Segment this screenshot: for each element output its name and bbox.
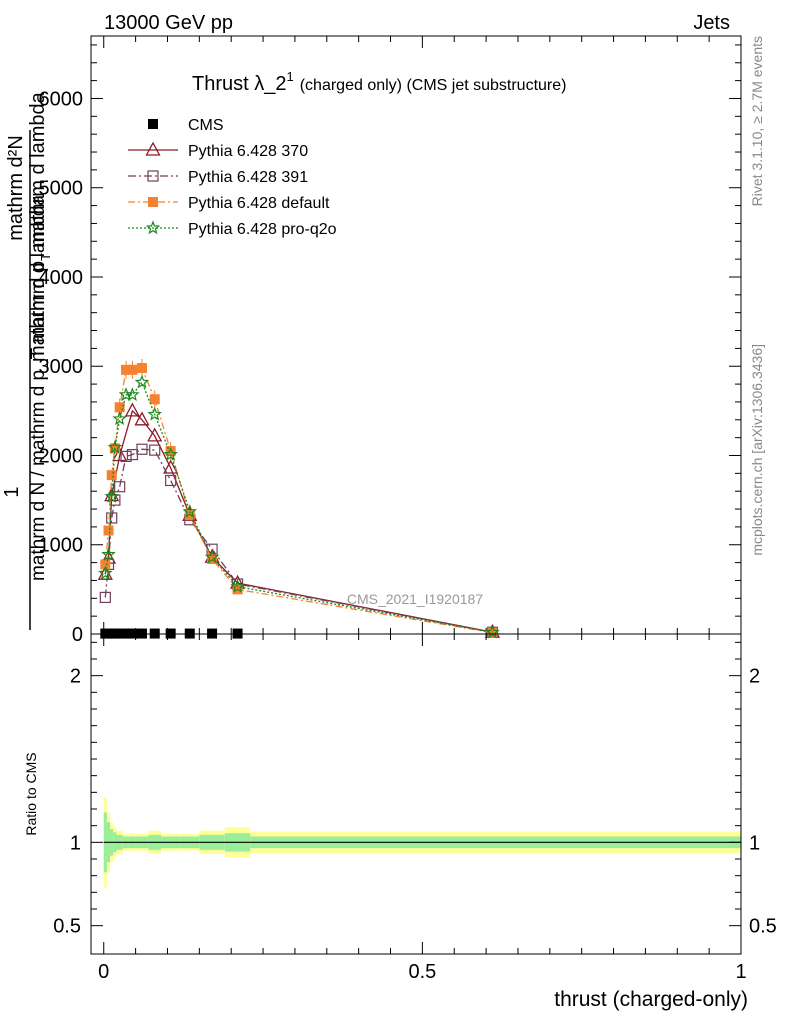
data-point	[487, 627, 498, 638]
main-axis-ticks: 0 1000 2000 3000 4000 5000 6000	[39, 36, 742, 646]
legend-label: Pythia 6.428 default	[188, 195, 330, 212]
source-label: mcplots.cern.ch [arXiv:1306.3436]	[749, 344, 765, 556]
data-point	[120, 450, 132, 462]
energy-label: 13000 GeV pp	[104, 12, 233, 34]
x-axis-label: thrust (charged-only)	[554, 988, 748, 1011]
main-y-tick-label: 5000	[39, 178, 84, 200]
main-y-tick-label: 2000	[39, 445, 84, 467]
legend-marker	[145, 141, 161, 156]
data-point	[121, 364, 132, 375]
y-label-lower: mathrm d pTmathrm d lambda	[27, 91, 53, 362]
main-y-tick-label: 1000	[39, 535, 84, 557]
y-label-denominator: mathrm d N / mathrm d p_T mathrm d lambd…	[28, 195, 49, 582]
data-point	[114, 402, 125, 413]
series-2	[99, 443, 499, 638]
y-label-lower-sub: T	[38, 253, 53, 261]
data-point	[114, 481, 126, 493]
main-y-tick-label: 3000	[39, 356, 84, 378]
chart-title-main: Thrust λ_2	[192, 73, 286, 95]
data-point	[112, 447, 128, 462]
data-point	[147, 406, 162, 421]
data-point	[149, 444, 161, 456]
data-point	[485, 624, 500, 639]
data-point	[136, 443, 148, 455]
series-line	[104, 380, 493, 634]
chart-title: Thrust λ_21 (charged only) (CMS jet subst…	[192, 69, 566, 95]
data-point	[101, 546, 116, 561]
legend-item: Pythia 6.428 default	[128, 195, 330, 212]
ratio-y-tick-label: 2	[70, 666, 81, 688]
data-point	[163, 446, 178, 461]
process-label: Jets	[693, 12, 730, 34]
data-point	[230, 579, 245, 593]
x-tick-label: 0	[98, 961, 109, 983]
data-point	[106, 512, 118, 524]
legend-label: CMS	[188, 117, 224, 134]
ratio-y-tick-label-right: 0.5	[749, 916, 777, 938]
y-label-lower-main: mathrm d p	[27, 261, 49, 362]
data-point	[124, 402, 141, 417]
data-point	[127, 364, 138, 375]
data-point	[149, 394, 160, 405]
data-point	[165, 474, 177, 487]
data-point	[103, 525, 114, 536]
ratio-axis-ticks: 0.5 0.5 1 1 2 2 0 0.5 1	[53, 634, 777, 983]
y-label-numerator: 1	[1, 486, 23, 497]
data-point	[147, 427, 163, 442]
chart-title-rest: (charged only) (CMS jet substructure)	[300, 77, 567, 94]
data-point	[100, 559, 111, 570]
data-point	[98, 565, 113, 580]
ratio-y-tick-label: 1	[70, 832, 81, 854]
y-label-upper: mathrm d²N	[5, 135, 27, 241]
legend-marker	[148, 119, 158, 129]
ratio-y-tick-label-right: 2	[749, 666, 760, 688]
ratio-y-label: Ratio to CMS	[23, 752, 39, 835]
data-point	[99, 591, 111, 604]
data-point	[134, 411, 150, 426]
ratio-frame	[90, 633, 742, 955]
data-point	[106, 470, 117, 481]
legend-item: Pythia 6.428 370	[128, 141, 308, 160]
data-point	[163, 459, 179, 474]
y-label-lower-rest: mathrm d lambda	[27, 91, 49, 247]
legend-item: Pythia 6.428 391	[128, 169, 308, 186]
legend-item: CMS	[148, 117, 224, 134]
main-y-tick-label: 6000	[39, 88, 84, 110]
legend-item: Pythia 6.428 pro-q2o	[128, 220, 337, 238]
data-point	[134, 374, 150, 389]
rivet-label: Rivet 3.1.10, ≥ 2.7M events	[749, 36, 765, 206]
data-point	[184, 510, 195, 521]
series-4	[98, 374, 500, 639]
legend-label: Pythia 6.428 391	[188, 169, 308, 186]
main-y-tick-label: 0	[72, 624, 83, 646]
legend-label: Pythia 6.428 pro-q2o	[188, 221, 337, 238]
data-point	[165, 446, 176, 457]
data-point	[204, 549, 220, 564]
x-tick-label: 1	[735, 961, 746, 983]
chart-title-sup: 1	[286, 69, 293, 84]
data-point	[125, 387, 140, 402]
main-y-tick-label: 4000	[39, 267, 84, 289]
legend-marker	[147, 170, 159, 182]
legend-marker	[148, 197, 158, 207]
ratio-panel: 0.5 0.5 1 1 2 2 0 0.5 1 Ratio to CMS thrust (cha…	[23, 633, 777, 1011]
data-point	[104, 488, 119, 503]
legend-marker	[145, 220, 161, 235]
data-point	[112, 411, 127, 426]
data-point	[207, 554, 218, 565]
legend-label: Pythia 6.428 370	[188, 143, 308, 160]
data-point	[182, 504, 198, 518]
ratio-y-tick-label-right: 1	[749, 832, 760, 854]
legend: CMS Pythia 6.428 370 Pythia 6.428 391 Pythi…	[128, 117, 337, 238]
data-point	[107, 439, 123, 454]
x-tick-label: 0.5	[408, 961, 436, 983]
data-point	[136, 363, 147, 374]
analysis-watermark: CMS_2021_I1920187	[347, 591, 483, 607]
ratio-y-tick-label: 0.5	[53, 916, 81, 938]
